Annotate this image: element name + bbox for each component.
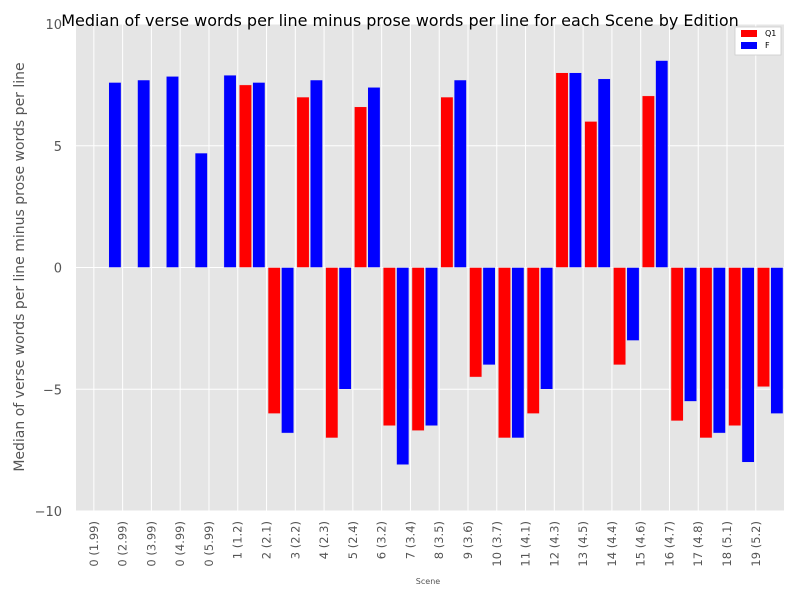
bar-f-16 [568, 72, 582, 268]
bar-f-20 [684, 267, 697, 402]
x-tick-label: 5 (2.4) [346, 521, 360, 559]
x-axis-ticks: 0 (1.99) 0 (2.99) 0 (3.99) 0 (4.99) 0 (5.99)… [87, 521, 763, 567]
bar-q1-5 [239, 84, 252, 268]
bar-q1-12 [440, 96, 454, 268]
bar-f-10 [396, 267, 410, 465]
x-tick-label: 4 (2.3) [317, 521, 331, 559]
legend-label-q1: Q1 [765, 29, 776, 38]
bar-f-14 [511, 267, 525, 439]
bar-q1-18 [613, 267, 627, 366]
grid [76, 23, 784, 512]
y-tick-label: 10 [45, 18, 62, 33]
bar-q1-17 [584, 121, 598, 268]
legend: Q1 F [734, 26, 782, 56]
bar-f-22 [741, 267, 755, 463]
bar-q1-10 [382, 267, 396, 427]
y-axis-ticks: −10 −5 0 5 10 [35, 18, 62, 520]
bar-q1-21 [699, 267, 713, 439]
x-tick-label: 16 (4.7) [662, 521, 676, 567]
y-tick-label: 0 [54, 262, 62, 277]
legend-box [734, 26, 782, 56]
bar-f-17 [597, 78, 611, 268]
bar-f-15 [540, 267, 554, 390]
bar-f-6 [281, 267, 295, 434]
bar-f-4 [223, 74, 237, 268]
y-axis-label: Median of verse words per line minus pro… [12, 62, 28, 471]
bar-q1-6 [267, 267, 281, 414]
x-tick-label: 7 (3.4) [403, 521, 417, 559]
x-tick-label: 11 (4.1) [519, 521, 533, 567]
x-tick-label: 2 (2.1) [260, 521, 274, 559]
bar-f-21 [712, 267, 726, 434]
bar-f-12 [453, 79, 467, 268]
bar-q1-16 [555, 72, 569, 268]
bar-f-11 [425, 267, 438, 427]
y-tick-label: −10 [35, 505, 62, 520]
x-tick-label: 14 (4.4) [605, 521, 619, 567]
legend-swatch-q1 [741, 30, 757, 37]
x-tick-label: 15 (4.6) [634, 521, 648, 567]
x-tick-label: 0 (4.99) [173, 521, 187, 567]
x-tick-label: 18 (5.1) [720, 521, 734, 567]
x-tick-label: 1 (1.2) [231, 521, 245, 559]
bar-q1-8 [325, 267, 339, 439]
bar-q1-19 [641, 95, 655, 268]
bar-f-7 [309, 79, 323, 268]
x-tick-label: 0 (1.99) [87, 521, 101, 567]
bar-f-0 [108, 82, 122, 268]
x-tick-label: 0 (3.99) [144, 521, 158, 567]
bar-f-18 [626, 267, 640, 341]
bar-q1-7 [296, 96, 310, 268]
chart-title: Median of verse words per line minus pro… [61, 11, 739, 30]
y-tick-label: −5 [43, 383, 62, 398]
bar-f-1 [137, 79, 151, 268]
bar-f-23 [770, 267, 784, 414]
bar-q1-22 [728, 267, 742, 427]
bar-f-19 [655, 60, 669, 268]
x-tick-label: 10 (3.7) [490, 521, 504, 567]
bars [108, 60, 784, 465]
bar-f-5 [252, 82, 266, 268]
x-tick-label: 0 (2.99) [116, 521, 130, 567]
legend-label-f: F [765, 41, 770, 50]
legend-swatch-f [741, 42, 757, 49]
x-axis-label: Scene [416, 577, 440, 586]
bar-q1-13 [469, 267, 483, 378]
bar-q1-11 [411, 267, 425, 431]
bar-q1-15 [526, 267, 540, 414]
y-tick-label: 5 [54, 140, 62, 155]
x-tick-label: 6 (3.2) [375, 521, 389, 559]
x-tick-label: 13 (4.5) [576, 521, 590, 567]
bar-f-8 [338, 267, 352, 390]
bar-q1-14 [498, 267, 511, 439]
x-tick-label: 3 (2.2) [288, 521, 302, 559]
bar-q1-9 [354, 106, 368, 268]
bar-f-2 [166, 76, 179, 268]
x-tick-label: 19 (5.2) [749, 521, 763, 567]
x-tick-label: 9 (3.6) [461, 521, 475, 559]
bar-q1-20 [670, 267, 684, 422]
x-tick-label: 8 (3.5) [432, 521, 446, 559]
x-tick-label: 17 (4.8) [691, 521, 705, 567]
bar-f-3 [194, 152, 208, 268]
bar-f-13 [482, 267, 496, 366]
bar-f-9 [367, 87, 381, 268]
x-tick-label: 12 (4.3) [547, 521, 561, 567]
bar-q1-23 [757, 267, 770, 388]
x-tick-label: 0 (5.99) [202, 521, 216, 567]
